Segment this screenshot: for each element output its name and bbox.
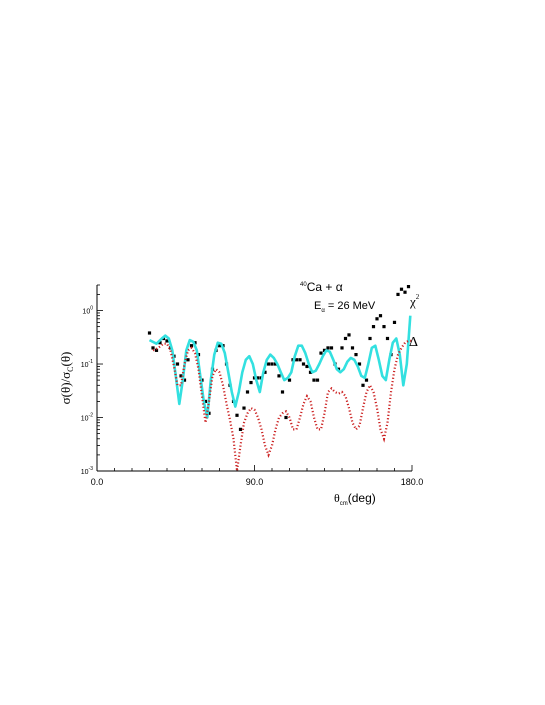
data-point [305,364,309,369]
chi-squared-label: χ2 [409,293,420,309]
data-point [347,333,351,337]
y-tick-label: 10-1 [81,359,93,369]
y-axis-label-main: σ(θ)/σ [58,372,73,405]
data-point [361,383,365,387]
data-point [357,362,362,366]
y-axis-label-sub: C [66,367,75,372]
energy-annotation-tail: = 26 MeV [325,300,376,312]
data-point [340,346,344,350]
data-point [263,370,267,374]
data-point [186,358,190,362]
data-point [158,341,162,345]
data-point [396,292,400,297]
chi-squared-label-sup: 2 [416,293,420,301]
data-point [319,351,323,355]
data-point [322,348,327,352]
data-point [147,331,152,335]
energy-annotation-main: E [314,300,321,312]
data-point [315,378,320,382]
y-tick-label-exp: -1 [89,359,94,365]
data-point [375,317,379,321]
y-tick-label-base: 10 [82,309,90,316]
reaction-annotation-text: Ca + α [307,280,343,294]
y-tick-label-base: 10 [81,416,89,423]
data-point [343,336,348,341]
y-tick-label: 10-2 [81,413,93,423]
x-axis-label-sub: cm [340,501,348,507]
y-axis-label-tail: (θ) [58,352,73,367]
data-point [245,390,250,394]
data-point [175,362,180,366]
data-point [326,346,330,350]
energy-annotation-sub: α [321,308,325,314]
data-point [350,346,355,350]
x-tick-label: 180.0 [401,477,424,487]
data-point [270,362,274,366]
data-point [403,290,407,294]
y-tick-label-exp: -2 [89,413,94,419]
delta-fit-line [152,339,412,472]
data-point [399,287,404,291]
data-point [301,362,306,366]
data-point [312,378,316,382]
x-tick-label: 0.0 [91,477,104,487]
data-point [242,406,246,410]
data-point [294,358,299,362]
data-point [277,374,281,378]
x-axis-label: θcm(deg) [334,491,376,507]
data-point [154,348,159,352]
y-tick-label-base: 10 [81,469,89,476]
data-point [203,399,208,404]
data-point [329,346,334,350]
x-tick-label: 90.0 [246,477,264,487]
y-tick-label-base: 10 [81,362,89,369]
data-point [382,325,386,329]
data-point [256,376,260,380]
data-point [217,344,222,348]
chi-squared-fit-line [148,315,412,419]
y-tick-label: 100 [82,306,93,316]
data-point [266,362,271,366]
data-point [371,325,376,329]
x-axis-ticks: 0.0 90.0 180.0 [91,465,424,487]
data-point [364,378,369,382]
data-point [151,346,155,350]
energy-annotation: Eα = 26 MeV [314,300,376,314]
y-tick-label-exp: -3 [89,466,94,472]
data-point [165,339,169,343]
data-point [368,336,372,341]
y-tick-label: 10-3 [81,466,93,476]
data-point [378,314,383,318]
series-layer [147,285,412,472]
reaction-annotation: 40Ca + α [300,280,343,294]
delta-label: Δ [409,335,418,350]
y-axis-label: σ(θ)/σC(θ) [58,352,75,405]
data-point [354,352,358,357]
data-point [385,336,390,341]
data-point [406,285,411,289]
data-point [238,427,243,431]
data-point [179,374,183,378]
data-point [189,344,194,348]
reaction-annotation-sup: 40 [300,282,307,288]
data-point [280,390,285,394]
data-point [273,362,278,366]
data-point [287,378,292,382]
x-axis-label-main: θ [334,491,340,505]
data-point [249,380,253,385]
data-point [392,320,397,324]
x-axis-label-unit: (deg) [348,491,376,505]
data-point [182,378,187,382]
data-point [308,370,313,374]
data-point [298,358,302,362]
chi-squared-label-main: χ [409,294,416,309]
data-point [235,413,239,417]
y-tick-label-exp: 0 [90,306,93,312]
data-point [284,415,288,420]
